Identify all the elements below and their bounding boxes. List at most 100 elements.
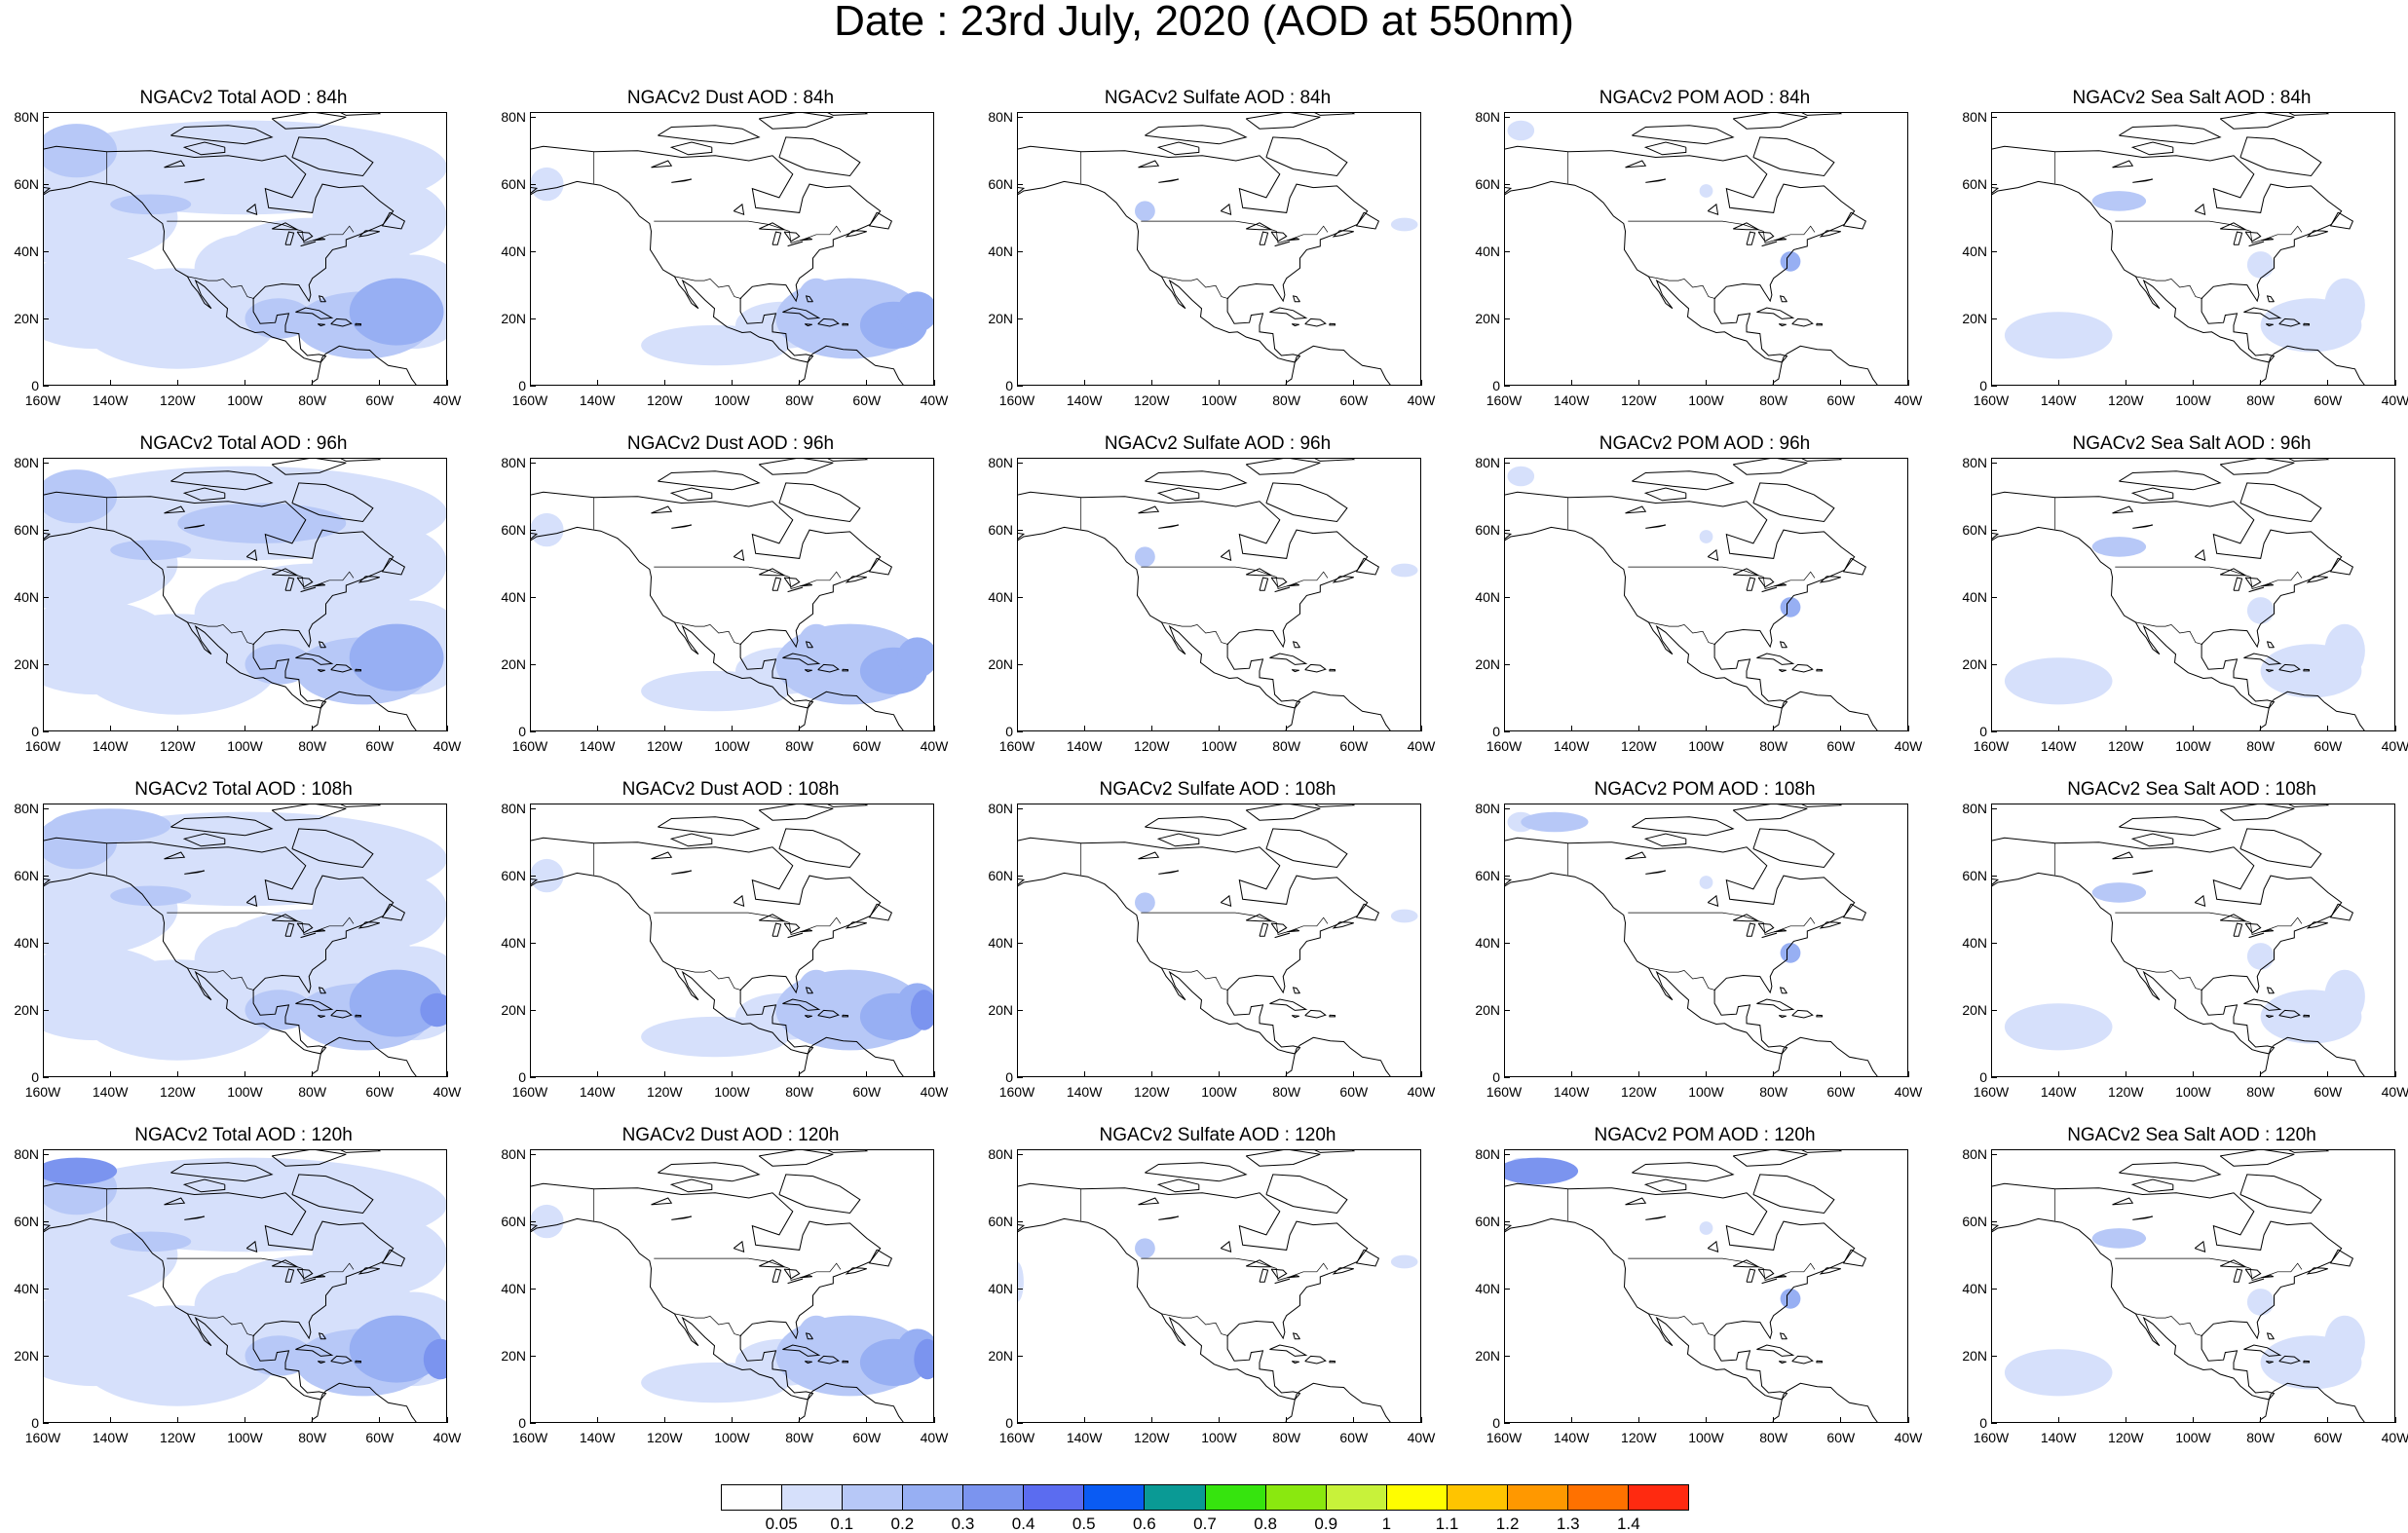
lon-tick-label: 60W — [2314, 1084, 2343, 1100]
aod-field — [1017, 1261, 1024, 1302]
coastline — [1842, 557, 1867, 576]
lat-tick — [43, 116, 49, 118]
map-panel: NGACv2 Sulfate AOD : 120h 80N 60N 40N 20N 0 16… — [974, 1125, 1461, 1470]
lat-tick — [530, 116, 536, 118]
lon-tick — [1150, 726, 1152, 731]
lat-tick — [1504, 318, 1510, 319]
map-canvas — [43, 1149, 447, 1423]
lat-tick — [1504, 183, 1510, 185]
coastline — [1274, 1278, 1291, 1285]
coastline — [1819, 230, 1841, 238]
lon-tick — [663, 380, 665, 386]
lat-tick-label: 60N — [1962, 522, 1987, 539]
aod-map — [530, 804, 934, 1077]
coastline — [1756, 653, 1795, 665]
map-panel: NGACv2 POM AOD : 96h 80N 60N 40N 20N 0 160W 140… — [1461, 433, 1948, 778]
lat-tick-label: 80N — [988, 801, 1013, 817]
aod-field — [43, 516, 178, 611]
coastline — [2132, 870, 2154, 875]
lon-tick — [866, 726, 868, 731]
lat-tick-label: 60N — [1962, 1214, 1987, 1230]
lat-tick-label: 0 — [31, 1415, 39, 1431]
lat-tick-label: 80N — [14, 109, 39, 126]
lon-tick — [663, 726, 665, 731]
lon-tick — [2327, 726, 2329, 731]
coastline — [2244, 1268, 2262, 1280]
coastline — [2286, 458, 2330, 462]
lon-tick — [2260, 726, 2262, 731]
coastline — [669, 487, 713, 502]
coastline — [658, 470, 761, 491]
lat-tick-label: 0 — [31, 378, 39, 393]
lat-tick-label: 0 — [518, 1069, 526, 1085]
colorbar-swatch — [1326, 1485, 1387, 1510]
aod-field — [796, 278, 837, 332]
map-canvas — [43, 112, 447, 386]
lat-tick-label: 60N — [14, 868, 39, 884]
map-canvas — [1504, 1149, 1880, 1423]
aod-field — [910, 990, 934, 1030]
coastline — [338, 804, 382, 807]
panel-title: NGACv2 Total AOD : 108h — [134, 779, 353, 800]
lon-tick-label: 100W — [1201, 393, 1237, 408]
lat-tick-label: 40N — [14, 935, 39, 952]
aod-field — [1780, 1289, 1801, 1309]
coastline — [2329, 1249, 2354, 1267]
lat-tick-label: 0 — [518, 378, 526, 393]
aod-map — [43, 1149, 447, 1423]
coastline — [804, 669, 812, 673]
coastline — [825, 1149, 869, 1153]
coastline — [1329, 1014, 1336, 1018]
lat-tick — [1991, 250, 1997, 252]
coastline — [357, 921, 380, 929]
coastline — [1269, 653, 1308, 665]
lat-tick — [530, 730, 536, 732]
lon-tick — [446, 1417, 448, 1423]
coastline — [1287, 1275, 1299, 1279]
panel-title: NGACv2 Dust AOD : 120h — [621, 1125, 840, 1145]
lat-tick — [43, 807, 49, 809]
country-border — [187, 276, 255, 300]
coastline — [800, 583, 812, 587]
map-panel: NGACv2 Total AOD : 96h 80N 60N 40N 20N 0 160W 1… — [0, 433, 487, 778]
coastline — [783, 1268, 801, 1280]
lon-tick — [1286, 1071, 1288, 1077]
coastline — [2303, 668, 2310, 672]
aod-field — [312, 523, 447, 604]
panel-title: NGACv2 Total AOD : 120h — [134, 1125, 353, 1145]
lon-tick-label: 60W — [852, 738, 882, 754]
coastline — [798, 1036, 906, 1077]
coastline — [758, 1149, 834, 1167]
colorbar-swatch — [1145, 1485, 1206, 1510]
coastline — [313, 929, 325, 933]
coastline — [782, 1344, 821, 1357]
coastline — [2266, 295, 2275, 303]
coastline — [2278, 318, 2301, 327]
coastline — [651, 505, 673, 514]
lon-tick-label: 60W — [1826, 1084, 1856, 1100]
coastline — [1774, 929, 1787, 933]
coastline — [1774, 583, 1787, 587]
aod-map — [1991, 1149, 2395, 1423]
aod-map — [1991, 458, 2395, 731]
aod-field — [2091, 191, 2147, 211]
coastline — [330, 1355, 353, 1365]
lon-tick — [933, 726, 935, 731]
country-border — [2135, 621, 2203, 646]
coastline — [1778, 1361, 1787, 1365]
lat-tick-label: 40N — [1962, 935, 1987, 952]
lon-tick-label: 140W — [1066, 1084, 1103, 1100]
coastline — [671, 178, 693, 183]
lat-tick-label: 40N — [501, 1281, 526, 1297]
coastline — [1707, 894, 1719, 907]
lon-tick-label: 120W — [2108, 1084, 2144, 1100]
coastline — [245, 548, 258, 561]
lat-tick — [530, 1422, 536, 1424]
coastline — [1991, 145, 2343, 363]
coastline — [1799, 804, 1843, 807]
lon-tick — [529, 380, 531, 386]
coastline — [295, 1344, 334, 1357]
coastline — [787, 1278, 804, 1285]
lat-tick-label: 40N — [501, 935, 526, 952]
colorbar-label: 0.8 — [1254, 1514, 1277, 1533]
